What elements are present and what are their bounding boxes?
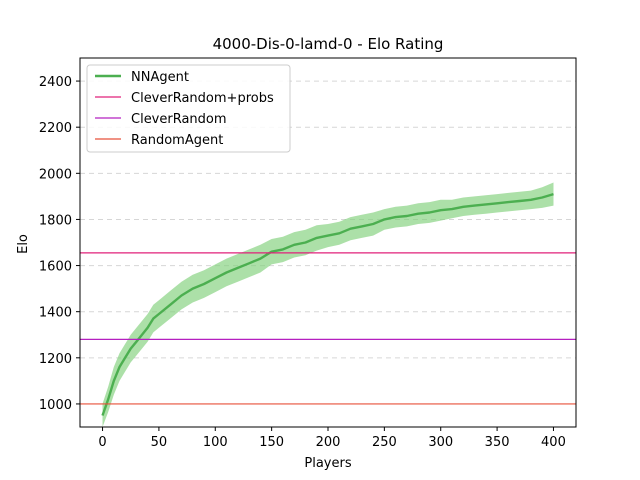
x-tick-label: 300 xyxy=(428,435,453,450)
x-tick-label: 400 xyxy=(541,435,566,450)
x-tick-label: 50 xyxy=(151,435,168,450)
y-tick-label: 2200 xyxy=(39,121,72,136)
x-tick-label: 100 xyxy=(203,435,228,450)
nnagent-confidence-band xyxy=(102,182,554,427)
y-tick-label: 1400 xyxy=(39,306,72,321)
nnagent-line xyxy=(101,192,554,416)
y-tick-label: 2400 xyxy=(39,75,72,90)
x-tick-label: 0 xyxy=(98,435,106,450)
y-tick-label: 2000 xyxy=(39,167,72,182)
x-tick-label: 150 xyxy=(259,435,284,450)
y-tick-label: 1000 xyxy=(39,398,72,413)
legend-entry: CleverRandom xyxy=(131,112,227,127)
x-tick-label: 200 xyxy=(316,435,341,450)
legend-entry: CleverRandom+probs xyxy=(131,91,274,106)
x-tick-label: 350 xyxy=(485,435,510,450)
x-tick-label: 250 xyxy=(372,435,397,450)
legend: NNAgent CleverRandom+probs CleverRandom Ran… xyxy=(86,64,291,153)
x-axis-label: Players xyxy=(304,456,351,471)
y-tick-label: 1600 xyxy=(39,260,72,275)
y-tick-label: 1800 xyxy=(39,213,72,228)
legend-entry: NNAgent xyxy=(131,70,189,85)
y-axis-label: Elo xyxy=(16,234,31,254)
plot-area: 0 50 100 150 200 250 300 350 400 1000 1200 1400 1600… xyxy=(39,57,577,450)
legend-entry: RandomAgent xyxy=(131,133,223,148)
chart-title: 4000-Dis-0-lamd-0 - Elo Rating xyxy=(213,35,444,53)
y-tick-label: 1200 xyxy=(39,352,72,367)
legend-box xyxy=(86,64,291,153)
